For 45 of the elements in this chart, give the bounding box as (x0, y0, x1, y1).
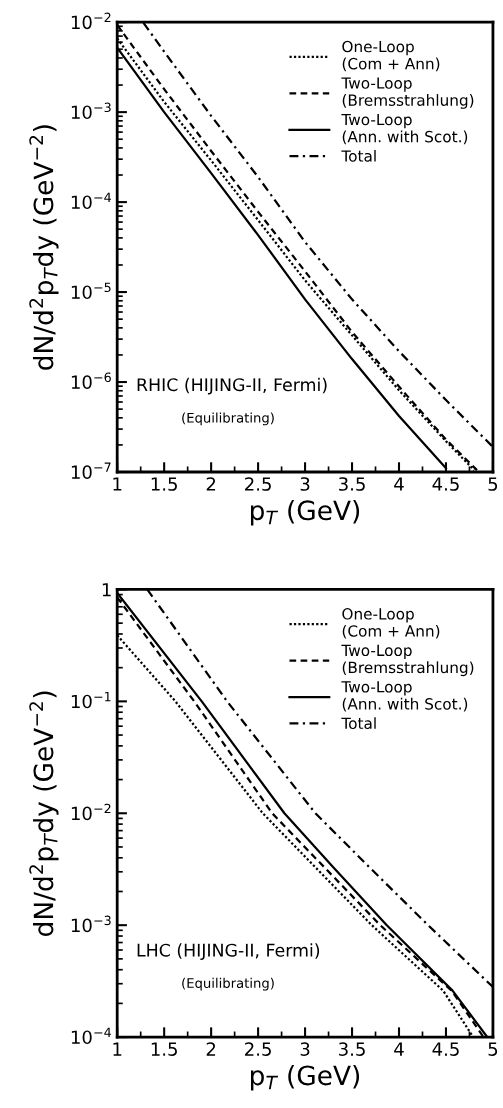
x-tick-label: 5 (488, 1042, 498, 1056)
y-tick-label: 10$^{−5}$ (71, 282, 111, 300)
x-tick-label: 1 (113, 477, 122, 491)
y-tick-label: 10$^{−3}$ (71, 102, 111, 120)
y-tick-label: 10$^{−2}$ (71, 803, 111, 821)
y-tick-label: 10$^{−4}$ (71, 1027, 111, 1045)
x-tick-label: 1.5 (151, 477, 177, 491)
legend-label: Two-Loop (Bremsstrahlung) (341, 644, 474, 677)
y-tick-label: 10$^{−7}$ (71, 462, 111, 479)
y-tick-label: 1 (102, 583, 111, 597)
x-tick-label: 3 (300, 1042, 310, 1056)
annotation: RHIC (HIJING-II, Fermi) (137, 377, 327, 395)
x-tick-label: 1.5 (151, 1042, 177, 1056)
legend-label: Total (341, 717, 376, 730)
x-tick-label: 2 (206, 477, 216, 491)
x-tick-label: 2.5 (245, 1042, 271, 1056)
x-axis-title: p$_{T}$ (GeV) (250, 499, 360, 526)
x-tick-label: 2.5 (245, 477, 271, 491)
y-tick-label: 10$^{−4}$ (71, 192, 111, 210)
y-tick-label: 10$^{−1}$ (71, 691, 111, 709)
annotation: LHC (HIJING-II, Fermi) (137, 943, 320, 960)
legend-label: Two-Loop (Ann. with Scot.) (341, 681, 468, 712)
x-tick-label: 3 (300, 477, 310, 491)
legend-label: Two-Loop (Bremsstrahlung) (341, 77, 474, 109)
y-tick-label: 10$^{−6}$ (71, 372, 111, 390)
x-tick-label: 3.5 (339, 477, 365, 491)
y-tick-label: 10$^{−2}$ (71, 12, 111, 30)
legend-label: Total (341, 149, 376, 162)
annotation: (Equilibrating) (182, 977, 274, 991)
x-axis-title: p$_{T}$ (GeV) (250, 1064, 360, 1091)
annotation: (Equilibrating) (182, 412, 274, 426)
y-axis-title: dN/d$^{2}$p$_{T}$dy (GeV$^{−2}$) (29, 691, 59, 936)
x-tick-label: 3.5 (339, 1042, 365, 1056)
x-tick-label: 4 (394, 477, 404, 491)
legend-label: Two-Loop (Ann. with Scot.) (341, 113, 468, 145)
x-tick-label: 2 (206, 1042, 216, 1056)
x-tick-label: 5 (488, 477, 498, 491)
legend-label: One-Loop (Com + Ann) (342, 608, 440, 639)
y-tick-label: 10$^{−3}$ (71, 915, 111, 933)
x-tick-label: 1 (113, 1042, 122, 1056)
x-tick-label: 4 (394, 1042, 404, 1056)
y-axis-title: dN/d$^{2}$p$_{T}$dy (GeV$^{−2}$) (29, 125, 59, 370)
legend-label: One-Loop (Com + Ann) (342, 40, 440, 72)
x-tick-label: 4.5 (432, 477, 459, 491)
x-tick-label: 4.5 (432, 1042, 459, 1056)
